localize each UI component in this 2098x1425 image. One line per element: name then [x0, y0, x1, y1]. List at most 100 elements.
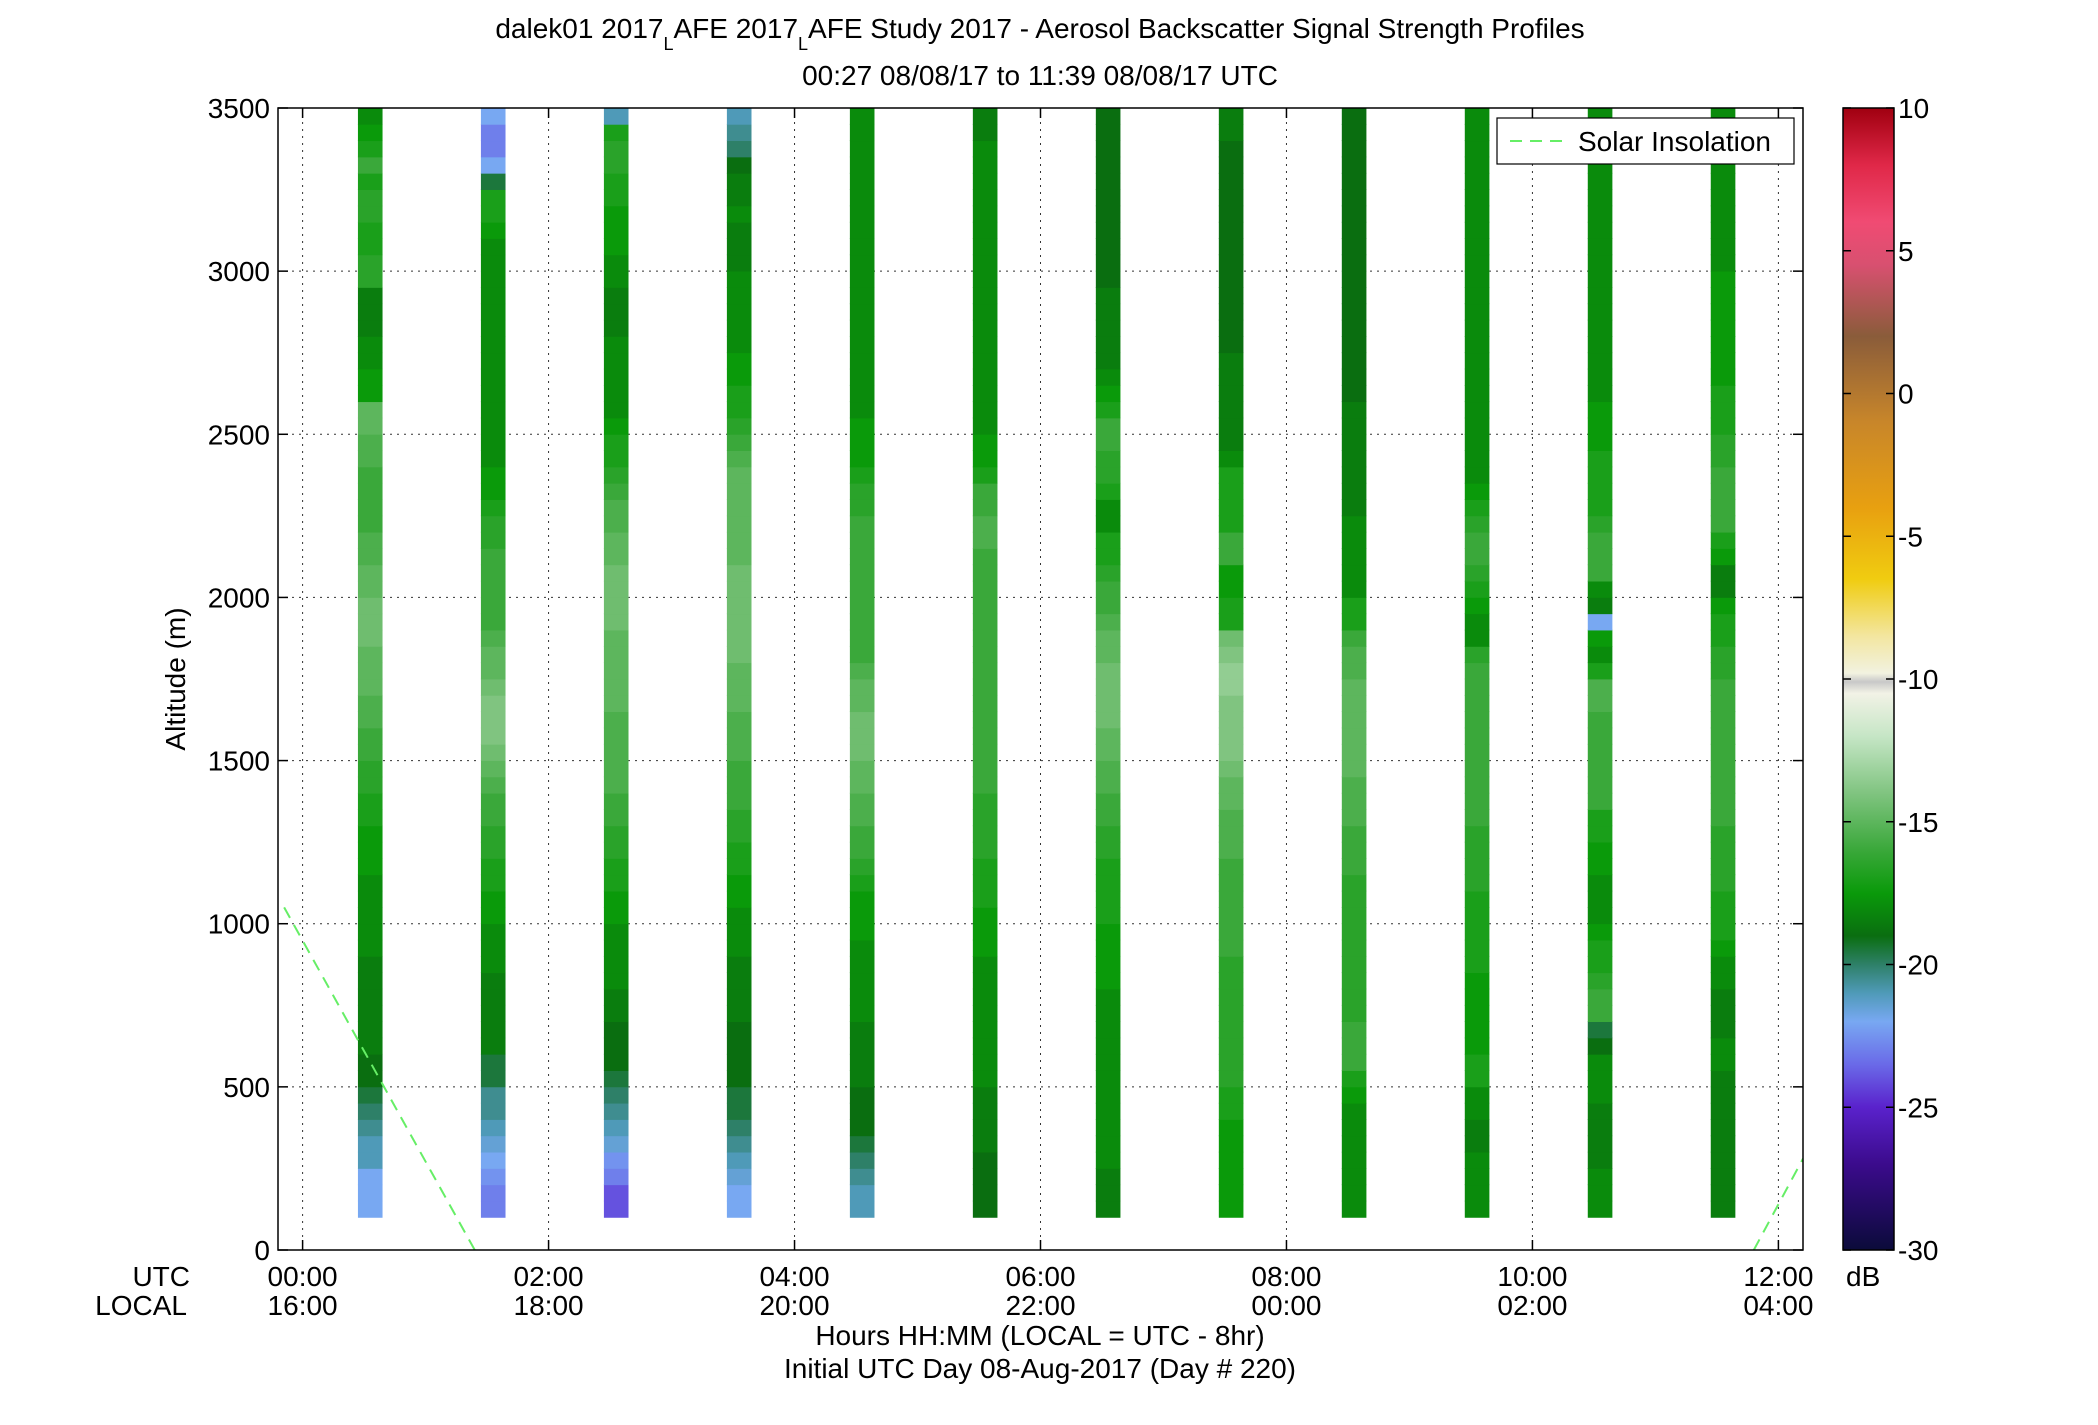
profile-6-cell-62 — [1095, 189, 1121, 207]
profile-3-cell-10 — [726, 1037, 752, 1055]
profile-0-cell-3 — [357, 1151, 383, 1169]
x-axis-label-day: Initial UTC Day 08-Aug-2017 (Day # 220) — [784, 1353, 1296, 1384]
profile-0-cell-13 — [357, 988, 383, 1006]
profile-4-cell-34 — [849, 645, 875, 664]
profile-5-cell-42 — [972, 515, 998, 533]
profile-0-cell-38 — [357, 580, 383, 598]
profile-3-cell-13 — [726, 988, 752, 1006]
profile-7-cell-9 — [1218, 1053, 1244, 1071]
profile-8-cell-66 — [1341, 123, 1367, 142]
profile-6-cell-28 — [1095, 743, 1121, 761]
profile-8-cell-68 — [1341, 108, 1367, 109]
profile-10-cell-31 — [1587, 694, 1613, 713]
profile-7-cell-23 — [1218, 825, 1244, 843]
profile-11-cell-54 — [1710, 319, 1736, 337]
profile-7-cell-58 — [1218, 254, 1244, 272]
profile-1-cell-12 — [480, 1004, 506, 1022]
profile-7-cell-1 — [1218, 1184, 1244, 1202]
profile-4-cell-6 — [849, 1102, 875, 1120]
profile-7-cell-66 — [1218, 123, 1244, 142]
profile-3-cell-33 — [726, 662, 752, 680]
profile-4-cell-48 — [849, 417, 875, 435]
profile-2-cell-47 — [603, 433, 629, 451]
y-tick-label-2: 1000 — [208, 909, 270, 940]
profile-5-cell-2 — [972, 1168, 998, 1186]
profile-4-cell-38 — [849, 580, 875, 598]
profile-3-cell-55 — [726, 303, 752, 321]
profile-5-cell-55 — [972, 303, 998, 321]
profile-4-cell-62 — [849, 189, 875, 207]
profile-6-cell-37 — [1095, 597, 1121, 615]
profile-2-cell-42 — [603, 515, 629, 533]
profile-7-cell-17 — [1218, 923, 1244, 941]
profile-8-cell-1 — [1341, 1184, 1367, 1202]
profile-8-cell-33 — [1341, 662, 1367, 680]
profile-10-cell-41 — [1587, 531, 1613, 549]
profile-8-cell-29 — [1341, 727, 1367, 745]
x-tick-label-local-6: 04:00 — [1743, 1290, 1813, 1321]
profile-11-cell-50 — [1710, 384, 1736, 403]
profile-8-cell-71 — [1342, 42, 1367, 59]
profile-9-cell-15 — [1464, 955, 1490, 974]
profile-8-cell-56 — [1341, 287, 1367, 305]
plot-area — [278, 108, 1803, 1250]
profile-5-cell-27 — [972, 760, 998, 778]
profile-4-cell-35 — [849, 629, 875, 647]
profile-4-cell-52 — [849, 352, 875, 370]
profile-5-cell-37 — [972, 597, 998, 615]
profile-8-cell-20 — [1341, 874, 1367, 892]
profile-8-cell-69 — [1342, 75, 1367, 92]
profile-2-cell-50 — [603, 384, 629, 403]
profile-5-cell-28 — [972, 743, 998, 761]
profile-1-cell-14 — [480, 972, 506, 990]
profile-6-cell-5 — [1095, 1119, 1121, 1137]
profile-10-cell-20 — [1587, 874, 1613, 892]
profile-9-cell-60 — [1464, 221, 1490, 239]
profile-10-cell-42 — [1587, 515, 1613, 533]
profile-4-cell-19 — [849, 890, 875, 908]
profile-11-cell-21 — [1710, 858, 1736, 876]
profile-9-cell-0 — [1464, 1200, 1490, 1218]
profile-4-cell-61 — [849, 205, 875, 223]
profile-2-cell-37 — [603, 597, 629, 615]
profile-10-cell-71 — [1588, 42, 1613, 59]
profile-2-cell-29 — [603, 727, 629, 745]
profile-7-cell-7 — [1218, 1086, 1244, 1104]
profile-8-cell-14 — [1341, 972, 1367, 990]
profile-6-cell-68 — [1095, 108, 1121, 109]
profile-6-cell-15 — [1095, 955, 1121, 974]
profile-8-cell-30 — [1341, 711, 1367, 729]
profile-8-cell-57 — [1341, 270, 1367, 288]
profile-11-cell-3 — [1710, 1151, 1736, 1169]
profile-8-cell-67 — [1341, 108, 1367, 125]
profile-10-cell-7 — [1587, 1086, 1613, 1104]
profile-9-cell-5 — [1464, 1119, 1490, 1137]
profile-7-cell-16 — [1218, 939, 1244, 957]
profile-4-cell-68 — [849, 108, 875, 109]
title-subscript-1: L — [663, 34, 673, 54]
profile-8-cell-5 — [1341, 1119, 1367, 1137]
profile-4-cell-55 — [849, 303, 875, 321]
profile-8-cell-12 — [1341, 1004, 1367, 1022]
profile-0-cell-58 — [357, 254, 383, 272]
profile-1-cell-25 — [480, 792, 506, 810]
profile-1-cell-70 — [481, 59, 506, 76]
profile-7-cell-68 — [1218, 108, 1244, 109]
profile-10-cell-33 — [1587, 662, 1613, 680]
profile-1-cell-54 — [480, 319, 506, 337]
profile-10-cell-3 — [1587, 1151, 1613, 1169]
profile-3-cell-32 — [726, 678, 752, 696]
profile-9-cell-70 — [1465, 59, 1490, 76]
profile-1-cell-53 — [480, 336, 506, 354]
profile-4-cell-66 — [849, 123, 875, 142]
profile-column-8 — [1341, 42, 1367, 1218]
profile-8-cell-50 — [1341, 384, 1367, 403]
profile-4-cell-43 — [849, 499, 875, 517]
profile-1-cell-10 — [480, 1037, 506, 1055]
profile-9-cell-64 — [1464, 156, 1490, 174]
profile-1-cell-69 — [481, 75, 506, 92]
profile-0-cell-42 — [357, 515, 383, 533]
profile-7-cell-11 — [1218, 1021, 1244, 1039]
profile-9-cell-61 — [1464, 205, 1490, 223]
profile-4-cell-17 — [849, 923, 875, 941]
